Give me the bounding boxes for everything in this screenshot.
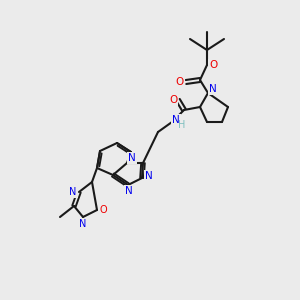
Text: N: N (145, 171, 153, 181)
Text: O: O (176, 77, 184, 87)
Text: H: H (178, 120, 186, 130)
Text: O: O (209, 60, 217, 70)
Text: N: N (79, 219, 87, 229)
Text: N: N (128, 153, 136, 163)
Text: N: N (209, 84, 217, 94)
Text: O: O (99, 205, 107, 215)
Text: N: N (69, 187, 77, 197)
Text: O: O (169, 95, 177, 105)
Text: N: N (125, 186, 133, 196)
Text: N: N (172, 115, 180, 125)
